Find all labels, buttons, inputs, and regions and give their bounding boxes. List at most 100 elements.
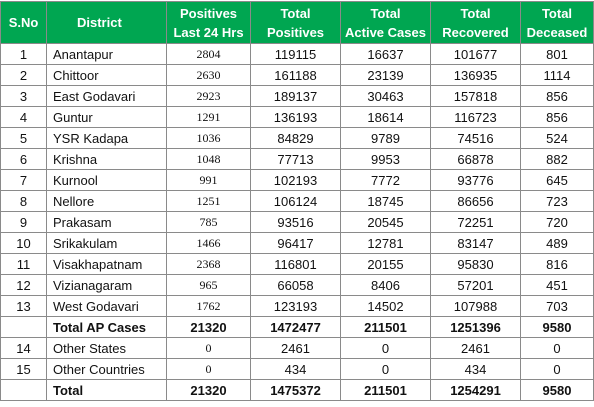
- total-row: Total 21320 1475372 211501 1254291 9580: [0, 379, 594, 401]
- value-cell: 9580: [520, 316, 594, 338]
- value-cell: 95830: [430, 253, 521, 275]
- value-cell: 524: [520, 127, 594, 149]
- value-cell: 991: [166, 169, 251, 191]
- district-cell: Kurnool: [46, 169, 167, 191]
- table-row: 7 Kurnool 991 102193 7772 93776 645: [0, 169, 594, 191]
- total-row: Total AP Cases 21320 1472477 211501 1251396 9…: [0, 316, 594, 338]
- value-cell: 16637: [340, 43, 431, 65]
- value-cell: 2368: [166, 253, 251, 275]
- header-text: Total: [370, 5, 401, 21]
- sno-cell: 4: [0, 106, 47, 128]
- header-row: S.No District Positives Last 24 Hrs Total Pos…: [0, 1, 594, 44]
- value-cell: 116723: [430, 106, 521, 128]
- value-cell: 84829: [250, 127, 341, 149]
- value-cell: 30463: [340, 85, 431, 107]
- header-cell: Total Recovered: [430, 1, 521, 44]
- district-cell: Total AP Cases: [46, 316, 167, 338]
- value-cell: 965: [166, 274, 251, 296]
- district-cell: Krishna: [46, 148, 167, 170]
- table-row: 4 Guntur 1291 136193 18614 116723 856: [0, 106, 594, 128]
- value-cell: 0: [520, 358, 594, 380]
- sno-cell: 13: [0, 295, 47, 317]
- value-cell: 0: [340, 358, 431, 380]
- value-cell: 1466: [166, 232, 251, 254]
- sno-cell: [0, 316, 47, 338]
- value-cell: 119115: [250, 43, 341, 65]
- sno-cell: 9: [0, 211, 47, 233]
- value-cell: 451: [520, 274, 594, 296]
- value-cell: 703: [520, 295, 594, 317]
- value-cell: 1114: [520, 64, 594, 86]
- value-cell: 9580: [520, 379, 594, 401]
- value-cell: 136193: [250, 106, 341, 128]
- value-cell: 57201: [430, 274, 521, 296]
- header-cell: Total Positives: [250, 1, 341, 44]
- value-cell: 2923: [166, 85, 251, 107]
- value-cell: 0: [166, 358, 251, 380]
- value-cell: 1472477: [250, 316, 341, 338]
- table-row: 2 Chittoor 2630 161188 23139 136935 1114: [0, 64, 594, 86]
- value-cell: 1251396: [430, 316, 521, 338]
- value-cell: 0: [166, 337, 251, 359]
- sno-cell: 14: [0, 337, 47, 359]
- table-row: 14 Other States 0 2461 0 2461 0: [0, 337, 594, 359]
- table-row: 3 East Godavari 2923 189137 30463 157818 856: [0, 85, 594, 107]
- header-cell: S.No: [0, 1, 47, 44]
- table-row: 13 West Godavari 1762 123193 14502 107988 703: [0, 295, 594, 317]
- header-text: District: [77, 15, 122, 30]
- table-row: 11 Visakhapatnam 2368 116801 20155 95830 816: [0, 253, 594, 275]
- district-cell: Chittoor: [46, 64, 167, 86]
- value-cell: 8406: [340, 274, 431, 296]
- value-cell: 0: [520, 337, 594, 359]
- sno-cell: 11: [0, 253, 47, 275]
- sno-cell: 12: [0, 274, 47, 296]
- header-text: Positives: [179, 5, 238, 21]
- table-row: 9 Prakasam 785 93516 20545 72251 720: [0, 211, 594, 233]
- value-cell: 856: [520, 85, 594, 107]
- value-cell: 12781: [340, 232, 431, 254]
- value-cell: 723: [520, 190, 594, 212]
- header-cell: District: [46, 1, 167, 44]
- value-cell: 2804: [166, 43, 251, 65]
- table-row: 1 Anantapur 2804 119115 16637 101677 801: [0, 43, 594, 65]
- value-cell: 23139: [340, 64, 431, 86]
- value-cell: 66058: [250, 274, 341, 296]
- header-text: S.No: [8, 15, 39, 30]
- sno-cell: 5: [0, 127, 47, 149]
- header-text: Total: [541, 5, 573, 21]
- value-cell: 189137: [250, 85, 341, 107]
- value-cell: 1036: [166, 127, 251, 149]
- header-text: Last 24 Hrs: [173, 24, 244, 40]
- value-cell: 7772: [340, 169, 431, 191]
- district-cell: Visakhapatnam: [46, 253, 167, 275]
- value-cell: 72251: [430, 211, 521, 233]
- district-cell: YSR Kadapa: [46, 127, 167, 149]
- value-cell: 2630: [166, 64, 251, 86]
- value-cell: 14502: [340, 295, 431, 317]
- value-cell: 86656: [430, 190, 521, 212]
- header-text: Recovered: [442, 24, 509, 40]
- district-cell: Nellore: [46, 190, 167, 212]
- value-cell: 96417: [250, 232, 341, 254]
- value-cell: 101677: [430, 43, 521, 65]
- value-cell: 21320: [166, 379, 251, 401]
- value-cell: 1762: [166, 295, 251, 317]
- value-cell: 107988: [430, 295, 521, 317]
- value-cell: 21320: [166, 316, 251, 338]
- value-cell: 161188: [250, 64, 341, 86]
- value-cell: 1254291: [430, 379, 521, 401]
- table-body: 1 Anantapur 2804 119115 16637 101677 801 2 Chitt…: [0, 43, 594, 401]
- sno-cell: 8: [0, 190, 47, 212]
- district-cell: Prakasam: [46, 211, 167, 233]
- value-cell: 211501: [340, 316, 431, 338]
- table-row: 8 Nellore 1251 106124 18745 86656 723: [0, 190, 594, 212]
- value-cell: 74516: [430, 127, 521, 149]
- header-text: Total: [280, 5, 311, 21]
- district-cell: Other States: [46, 337, 167, 359]
- value-cell: 816: [520, 253, 594, 275]
- table-row: 15 Other Countries 0 434 0 434 0: [0, 358, 594, 380]
- header-text: Positives: [266, 24, 325, 40]
- district-cell: Anantapur: [46, 43, 167, 65]
